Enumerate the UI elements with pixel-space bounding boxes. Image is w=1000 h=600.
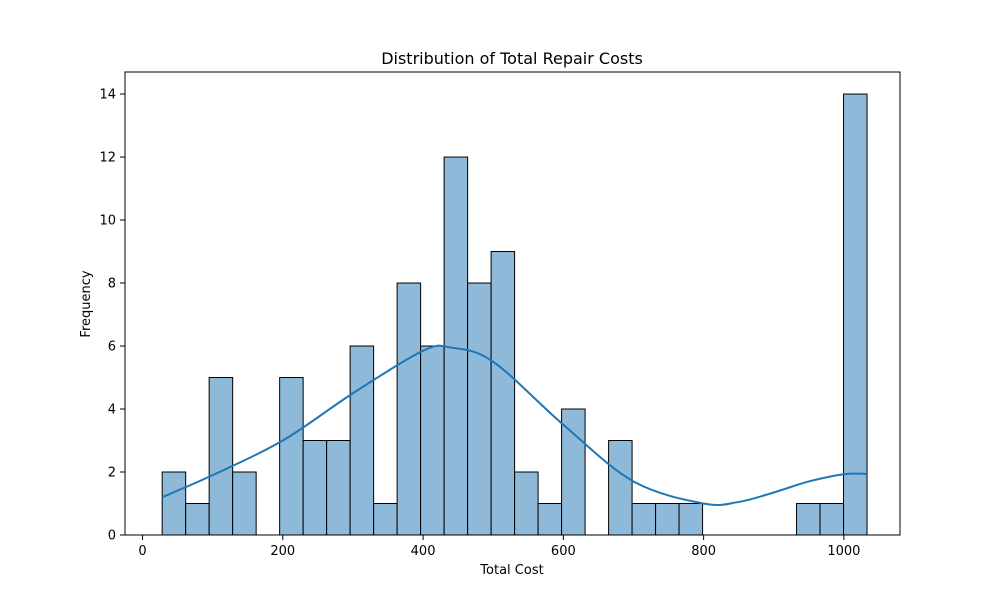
x-tick-label: 600 xyxy=(551,544,576,559)
histogram-bar xyxy=(396,282,422,536)
y-tick-label: 8 xyxy=(108,277,116,292)
plot-frame xyxy=(124,71,901,536)
histogram-bar xyxy=(678,503,704,536)
histogram-bar xyxy=(185,503,210,536)
kde-curve xyxy=(161,344,868,506)
histogram-bar xyxy=(326,440,351,536)
y-axis-label: Frequency xyxy=(79,270,94,337)
x-tick-label: 800 xyxy=(691,544,716,559)
y-tick-label: 6 xyxy=(108,340,116,355)
histogram-bar xyxy=(420,345,445,536)
histogram-bar xyxy=(819,503,845,536)
x-tick-label: 200 xyxy=(270,544,295,559)
x-tick-label: 0 xyxy=(138,544,146,559)
histogram-bars xyxy=(161,93,868,536)
histogram-bar xyxy=(490,251,516,536)
histogram-bar xyxy=(279,377,304,536)
x-tick-label: 400 xyxy=(411,544,436,559)
histogram-bar xyxy=(608,440,633,536)
y-tick-label: 10 xyxy=(99,214,116,229)
histogram-bar xyxy=(537,503,563,536)
y-axis: 0 2 4 6 8 10 12 14 xyxy=(99,88,125,544)
histogram-bar xyxy=(467,282,492,536)
histogram-bar xyxy=(349,345,375,536)
y-tick-label: 12 xyxy=(99,151,116,166)
histogram-bar xyxy=(232,471,257,536)
histogram-bar xyxy=(208,377,234,536)
histogram-bar xyxy=(561,408,586,536)
histogram-bar xyxy=(161,471,187,536)
y-tick-label: 0 xyxy=(108,529,116,544)
chart-title: Distribution of Total Repair Costs xyxy=(381,49,643,68)
histogram-bar xyxy=(796,503,821,536)
x-axis: 0 200 400 600 800 1000 xyxy=(138,535,860,559)
histogram-bar xyxy=(514,471,539,536)
histogram-bar xyxy=(631,503,657,536)
y-tick-label: 4 xyxy=(108,403,116,418)
x-tick-label: 1000 xyxy=(827,544,860,559)
histogram-bar xyxy=(655,503,680,536)
histogram-bar xyxy=(843,93,868,536)
histogram-bar xyxy=(302,440,328,536)
y-tick-label: 14 xyxy=(99,88,116,103)
x-axis-label: Total Cost xyxy=(479,563,543,578)
y-tick-label: 2 xyxy=(108,466,116,481)
histogram-bar xyxy=(373,503,398,536)
